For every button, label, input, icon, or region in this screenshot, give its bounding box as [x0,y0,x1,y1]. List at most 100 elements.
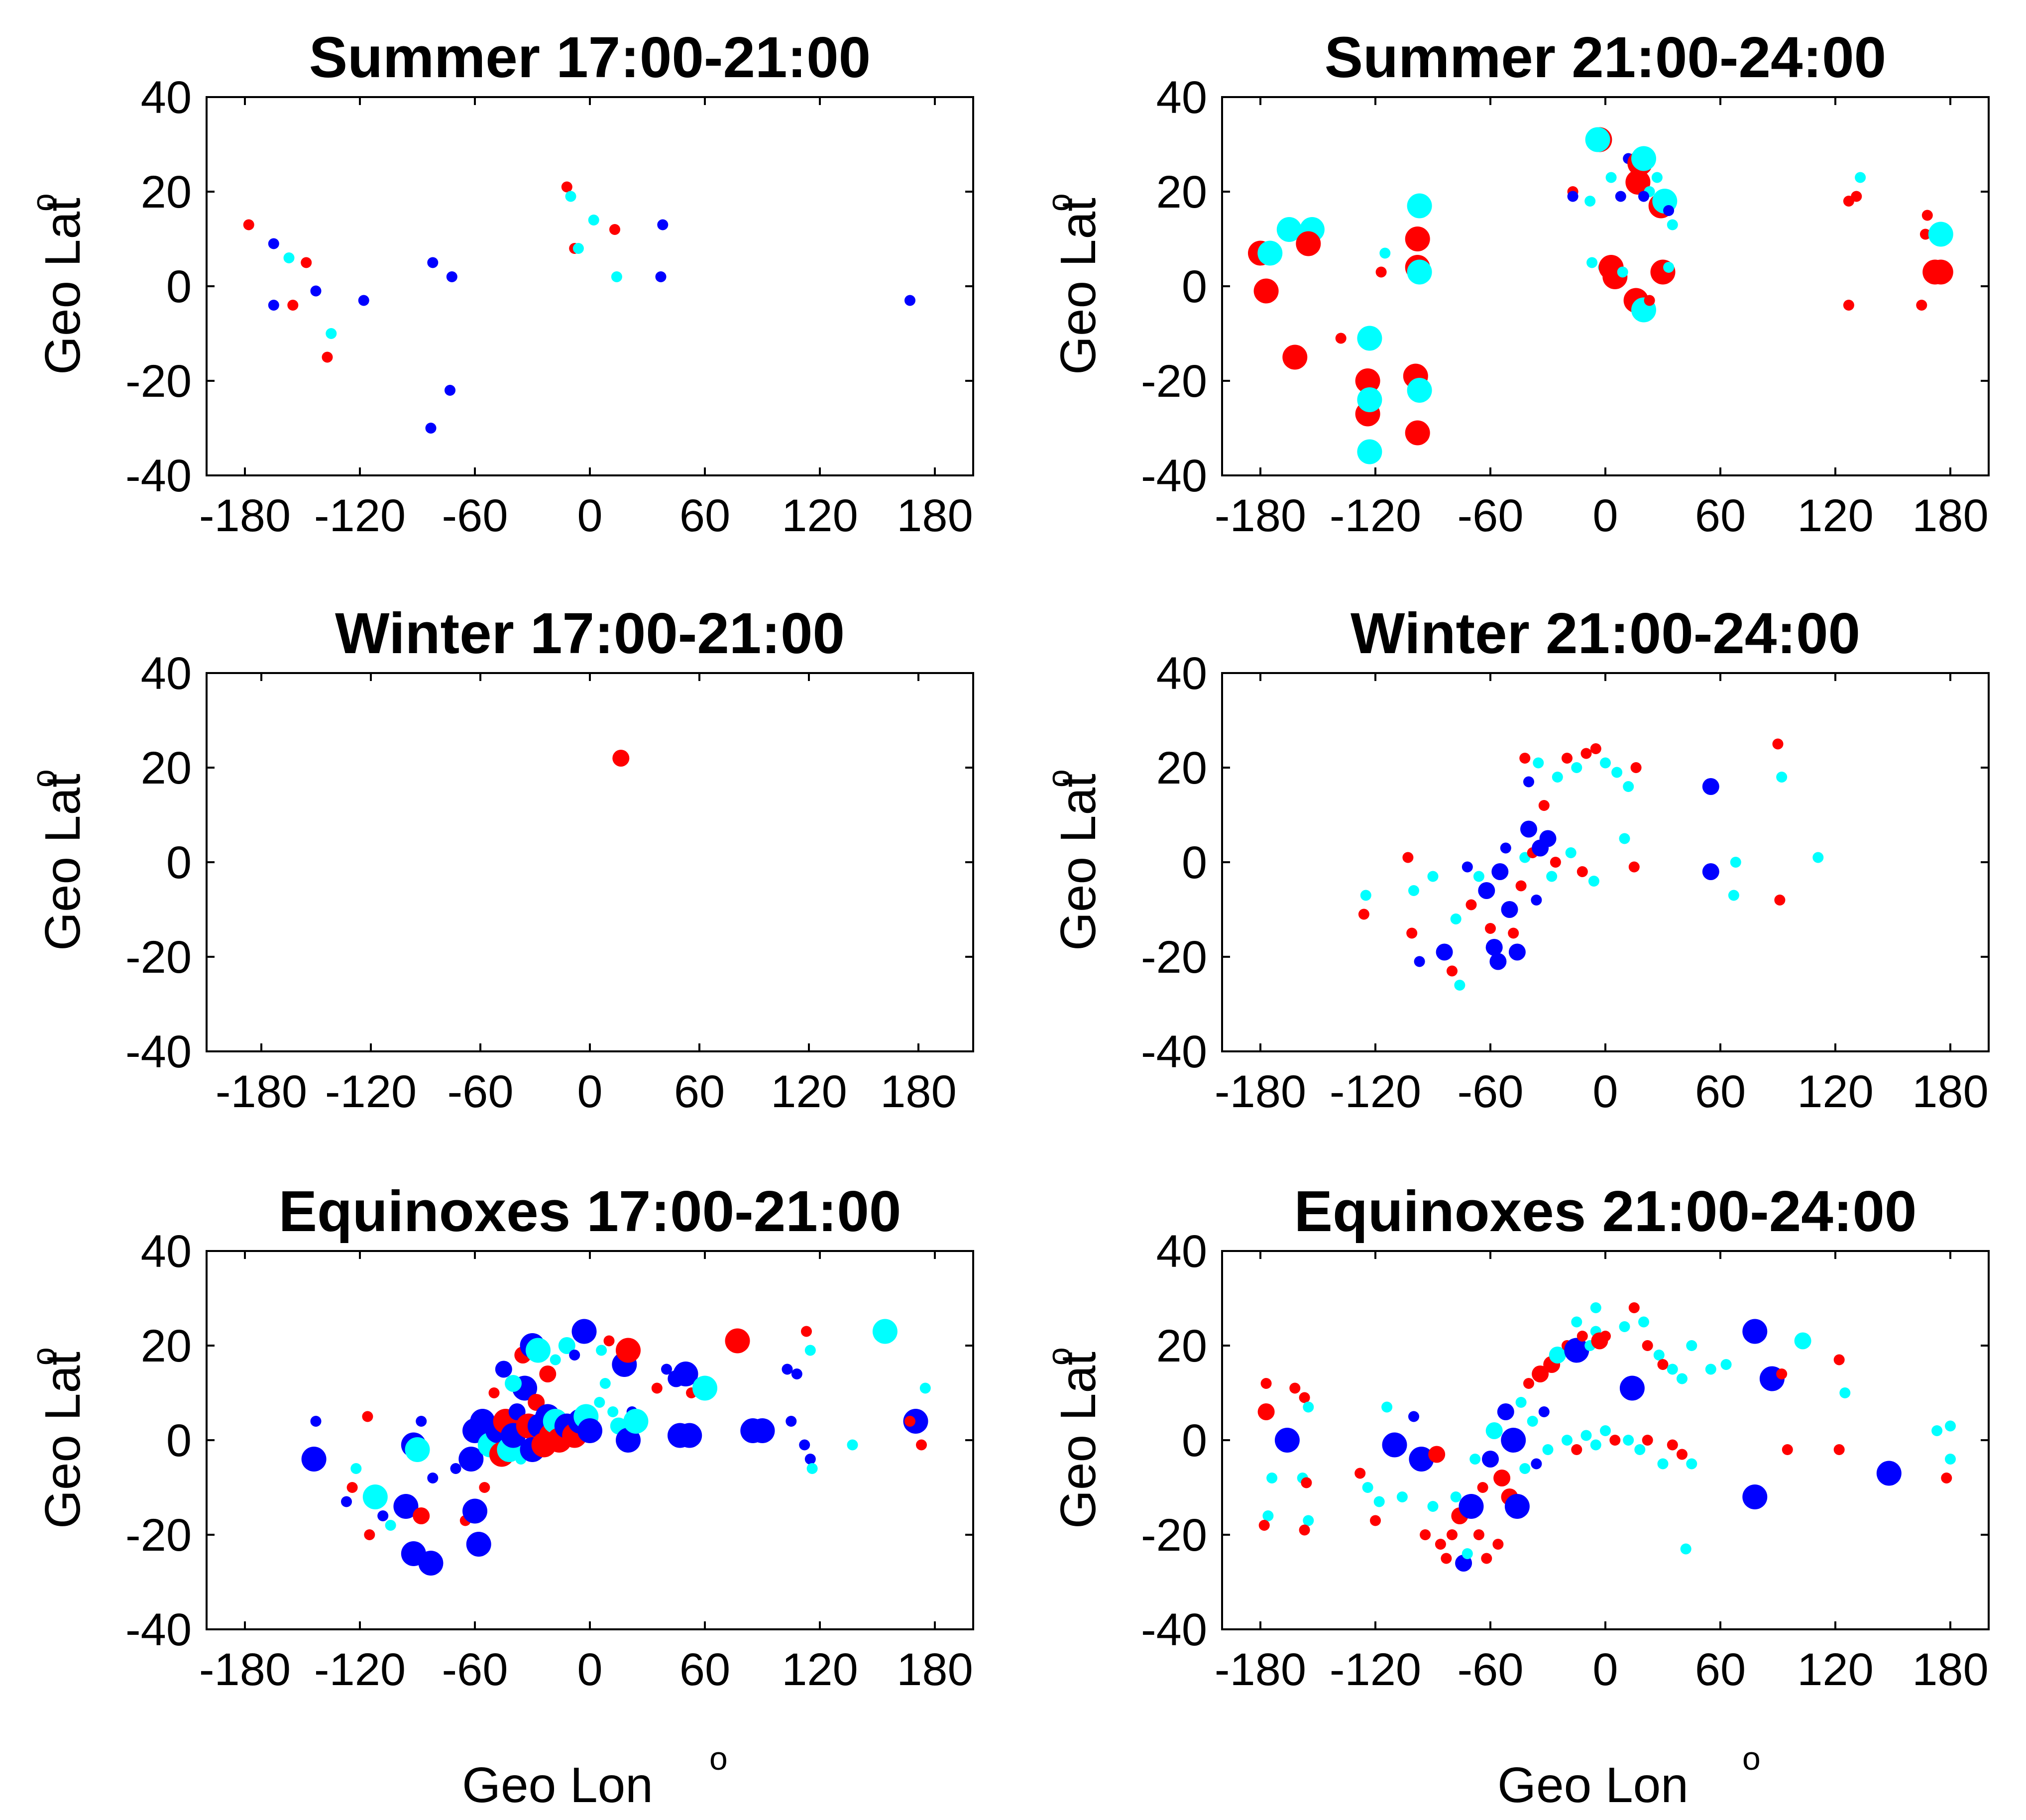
data-point [1276,217,1302,242]
data-point [1571,762,1582,773]
x-tick-label: 180 [1912,490,1989,541]
panel-title: Summer 21:00-24:00 [1325,25,1886,90]
panel-equinox-early: Equinoxes 17:00-21:00 -180 -120 -60 0 60 120 18… [25,1179,974,1695]
y-tick-label: 20 [1156,743,1207,794]
data-point [1407,259,1432,285]
y-axis-label-degree: o [25,769,62,788]
data-point [1539,830,1557,847]
data-point [1549,1347,1566,1364]
data-point [1262,1510,1274,1521]
data-point [1405,420,1430,446]
data-point [1485,939,1503,956]
data-point [1702,863,1719,880]
data-point [1631,146,1656,171]
data-point [904,295,915,306]
data-point [1258,1520,1270,1531]
data-point [1257,240,1283,266]
data-point [1303,1515,1314,1526]
y-tick-label: 20 [141,743,192,794]
data-point [1538,1406,1550,1417]
data-point [1489,953,1507,970]
data-point [1497,1403,1514,1420]
data-point [1546,871,1558,882]
data-point [1427,1501,1439,1512]
y-tick-label: 0 [1182,261,1207,312]
data-point [616,1428,641,1453]
data-point [594,1397,605,1408]
data-point [611,271,622,282]
data-point [1839,1387,1851,1398]
data-point [526,1338,551,1363]
y-axis-label-text: Geo Lat [35,1352,91,1529]
y-tick-label: -40 [1141,1604,1207,1655]
data-point [596,1345,607,1356]
data-point [1450,1491,1462,1502]
data-point [1855,172,1866,183]
data-point [1260,1378,1272,1389]
x-tick-label: 120 [1797,1644,1874,1695]
x-tick-label: -180 [216,1066,307,1117]
data-point [750,1418,775,1443]
data-point [561,181,572,193]
x-tick-label: 0 [1592,1644,1618,1695]
data-point [1588,876,1599,887]
data-point [1407,378,1432,403]
data-point [243,219,254,230]
data-point [364,1529,375,1540]
data-point [479,1482,490,1493]
data-point [1428,1446,1446,1463]
data-point [1590,1439,1601,1451]
data-point [1408,885,1419,896]
data-point [1469,1454,1481,1465]
data-point [872,1319,898,1344]
data-point [1677,1373,1688,1384]
data-point [1538,800,1550,811]
data-point [1532,1365,1549,1382]
data-point [1301,1477,1312,1488]
x-tick-label: 180 [1912,1066,1989,1117]
y-tick-label: 40 [1156,1226,1207,1277]
y-tick-label: 0 [166,261,192,312]
data-point [358,295,369,306]
data-point [1638,1316,1649,1328]
data-point [1562,753,1573,764]
data-point [677,1423,702,1448]
panel-winter-late: Winter 21:00-24:00 -180 -120 -60 0 60 120 180 -4… [1040,601,1990,1117]
data-point [1504,1494,1530,1519]
data-point [393,1494,419,1519]
data-point [1501,1428,1526,1453]
svg-text:Geo Lon: Geo Lon [462,1757,653,1813]
data-point [1420,1529,1431,1540]
data-point [1642,1340,1653,1351]
panel-summer-early: Summer 17:00-21:00 -180 -120 -60 0 60 120 180 -4… [25,25,974,541]
data-point [1382,1432,1407,1458]
data-point [1485,1422,1503,1439]
data-point [1462,1548,1473,1559]
x-tick-label: -180 [1215,1644,1306,1695]
data-point [1928,222,1953,247]
data-point [1465,899,1477,910]
data-point [1436,943,1453,961]
data-point [1628,861,1640,873]
data-point [609,224,620,235]
y-tick-label: 40 [1156,72,1207,123]
data-point [488,1387,500,1398]
data-point [623,1409,649,1434]
data-point [799,1439,810,1451]
panel-winter-early: Winter 17:00-21:00 -180 -120 -60 0 60 120 180 -4… [25,601,974,1117]
data-point [1253,278,1279,304]
data-point [1677,1449,1688,1460]
data-point [362,1484,388,1509]
data-point [283,252,295,263]
y-tick-label: 40 [1156,648,1207,699]
x-tick-label: 180 [880,1066,957,1117]
x-tick-label: -60 [1458,1644,1524,1695]
x-tick-label: -60 [442,1644,508,1695]
data-point [445,385,455,396]
data-point [1667,219,1678,230]
data-point [1435,1539,1446,1550]
data-point [1945,1420,1956,1432]
x-tick-label: -60 [448,1066,514,1117]
data-point [1657,1359,1669,1370]
data-point [1414,956,1425,967]
